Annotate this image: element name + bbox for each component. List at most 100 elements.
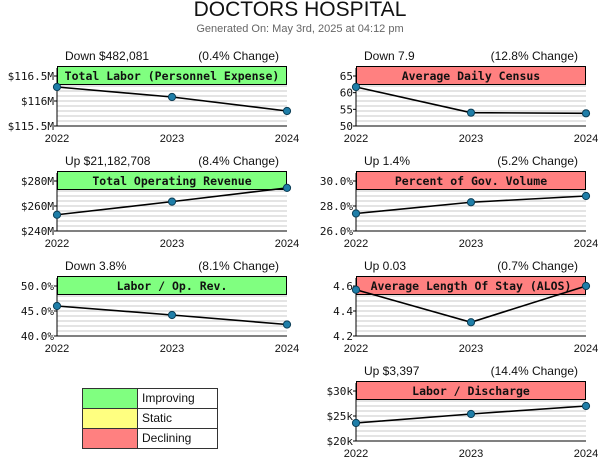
x-tick-label: 2023 bbox=[160, 238, 184, 250]
legend-swatch-declining bbox=[83, 429, 138, 448]
x-tick-label: 2023 bbox=[160, 133, 184, 145]
x-tick-label: 2022 bbox=[344, 238, 368, 250]
chart-title: Labor / Op. Rev. bbox=[117, 279, 228, 293]
change-text: Up $3,397 bbox=[364, 364, 420, 378]
y-tick-label: $25k bbox=[327, 410, 354, 423]
chart-title: Labor / Discharge bbox=[412, 384, 530, 398]
x-tick-label: 2023 bbox=[459, 343, 483, 355]
metric-chart-5: Down 3.8% (8.1% Change) 40.0% 45.0% 50.0% Lab… bbox=[21, 259, 299, 355]
change-text: Up 1.4% bbox=[364, 154, 410, 168]
x-tick-label: 2022 bbox=[45, 133, 69, 145]
data-point bbox=[351, 285, 361, 294]
data-point bbox=[167, 197, 177, 206]
y-tick-label: 45.0% bbox=[21, 305, 54, 318]
metric-chart-1: Down $482,081 (0.4% Change) $115.5M $116M $1… bbox=[8, 49, 300, 145]
x-tick-label: 2022 bbox=[45, 238, 69, 250]
chart-title: Percent of Gov. Volume bbox=[395, 174, 547, 188]
x-tick-label: 2024 bbox=[275, 238, 299, 250]
y-tick-label: 50 bbox=[340, 120, 353, 133]
page-title: DOCTORS HOSPITAL bbox=[193, 0, 407, 21]
chart-title-banner bbox=[356, 381, 586, 400]
x-tick-label: 2023 bbox=[459, 133, 483, 145]
metric-chart-4: Up 1.4% (5.2% Change) 26.0% 28.0% 30.0% Perce… bbox=[320, 154, 598, 250]
change-percent: (0.4% Change) bbox=[198, 49, 279, 63]
data-point bbox=[581, 191, 591, 201]
x-tick-label: 2024 bbox=[574, 343, 598, 355]
data-point bbox=[466, 318, 476, 327]
change-percent: (12.8% Change) bbox=[491, 49, 578, 63]
metric-chart-3: Up $21,182,708 (8.4% Change) $240M $260M $28… bbox=[21, 154, 299, 250]
x-tick-label: 2024 bbox=[574, 133, 598, 145]
x-tick-label: 2023 bbox=[160, 343, 184, 355]
change-text: Down $482,081 bbox=[65, 49, 149, 63]
chart-title-banner bbox=[57, 276, 287, 295]
y-tick-label: $20k bbox=[327, 435, 354, 448]
chart-title: Average Length Of Stay (ALOS) bbox=[371, 279, 572, 293]
x-tick-label: 2022 bbox=[45, 343, 69, 355]
legend: Improving Static Declining bbox=[82, 388, 218, 449]
x-tick-label: 2022 bbox=[344, 133, 368, 145]
x-tick-label: 2023 bbox=[459, 238, 483, 250]
change-text: Down 3.8% bbox=[65, 259, 127, 273]
y-tick-label: $115.5M bbox=[8, 120, 55, 133]
chart-title-banner bbox=[57, 66, 287, 85]
data-point bbox=[282, 320, 292, 329]
y-tick-label: $280M bbox=[21, 175, 54, 188]
data-point bbox=[351, 82, 361, 92]
data-point bbox=[581, 109, 591, 118]
change-percent: (5.2% Change) bbox=[497, 154, 578, 168]
data-point bbox=[52, 210, 62, 219]
y-tick-label: 50.0% bbox=[21, 280, 54, 293]
y-tick-label: 4.6 bbox=[333, 280, 353, 293]
data-point bbox=[581, 401, 591, 411]
y-tick-label: 60 bbox=[340, 87, 353, 100]
chart-title-banner bbox=[356, 66, 586, 85]
x-tick-label: 2024 bbox=[574, 448, 598, 460]
metric-chart-7: Up $3,397 (14.4% Change) $20k $25k $30k Labor… bbox=[327, 364, 599, 460]
data-point bbox=[351, 418, 361, 428]
data-point bbox=[581, 281, 591, 291]
legend-label-declining: Declining bbox=[142, 431, 192, 445]
change-percent: (8.1% Change) bbox=[198, 259, 279, 273]
y-tick-label: 65 bbox=[340, 70, 353, 83]
x-tick-label: 2024 bbox=[275, 343, 299, 355]
y-tick-label: 40.0% bbox=[21, 330, 54, 343]
y-tick-label: $240M bbox=[21, 225, 54, 238]
y-tick-label: $30k bbox=[327, 385, 354, 398]
x-tick-label: 2022 bbox=[344, 448, 368, 460]
data-point bbox=[466, 198, 476, 207]
data-point bbox=[52, 82, 62, 92]
change-text: Up 0.03 bbox=[364, 259, 406, 273]
legend-item-declining: Declining bbox=[83, 428, 217, 448]
change-percent: (8.4% Change) bbox=[198, 154, 279, 168]
metric-chart-6: Up 0.03 (0.7% Change) 4.2 4.4 4.6 Average Len… bbox=[333, 259, 598, 355]
data-point bbox=[466, 409, 476, 419]
chart-title: Total Labor (Personnel Expense) bbox=[65, 69, 280, 83]
y-tick-label: 55 bbox=[340, 103, 353, 116]
change-percent: (14.4% Change) bbox=[491, 364, 578, 378]
legend-item-static: Static bbox=[83, 408, 217, 428]
data-point bbox=[52, 301, 62, 311]
y-tick-label: 26.0% bbox=[320, 225, 353, 238]
y-tick-label: $116.5M bbox=[8, 70, 55, 83]
legend-label-static: Static bbox=[142, 411, 173, 425]
change-percent: (0.7% Change) bbox=[497, 259, 578, 273]
y-tick-label: 4.4 bbox=[333, 305, 353, 318]
data-point bbox=[167, 92, 177, 102]
y-tick-label: 30.0% bbox=[320, 175, 353, 188]
chart-title: Total Operating Revenue bbox=[92, 174, 251, 188]
x-tick-label: 2024 bbox=[275, 133, 299, 145]
data-point bbox=[351, 209, 361, 218]
legend-swatch-improving bbox=[83, 389, 138, 408]
legend-label-improving: Improving bbox=[142, 391, 195, 405]
data-point bbox=[167, 310, 177, 320]
chart-title-banner bbox=[356, 171, 586, 190]
y-tick-label: $116M bbox=[21, 95, 54, 108]
y-tick-label: 4.2 bbox=[333, 330, 353, 343]
x-tick-label: 2023 bbox=[459, 448, 483, 460]
change-text: Down 7.9 bbox=[364, 49, 415, 63]
x-tick-label: 2022 bbox=[344, 343, 368, 355]
page-subtitle: Generated On: May 3rd, 2025 at 04:12 pm bbox=[196, 23, 404, 35]
data-point bbox=[282, 183, 292, 192]
